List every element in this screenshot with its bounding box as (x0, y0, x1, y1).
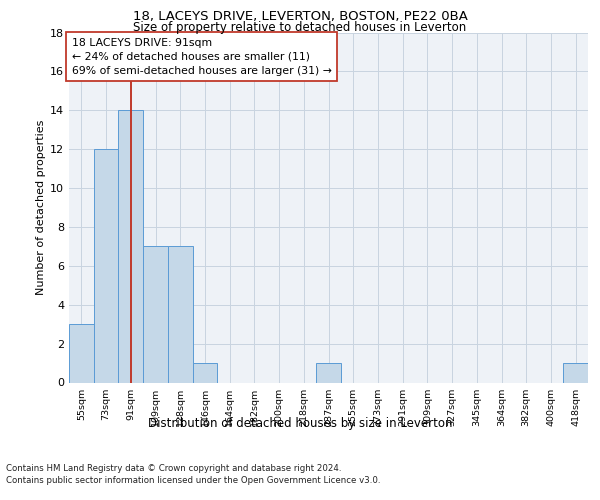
Bar (118, 110, 143, 382)
Text: 18, LACEYS DRIVE, LEVERTON, BOSTON, PE22 0BA: 18, LACEYS DRIVE, LEVERTON, BOSTON, PE22… (133, 10, 467, 23)
Text: Contains HM Land Registry data © Crown copyright and database right 2024.: Contains HM Land Registry data © Crown c… (6, 464, 341, 473)
Text: Size of property relative to detached houses in Leverton: Size of property relative to detached ho… (133, 21, 467, 34)
Bar (563, 363, 588, 382)
Text: 18 LACEYS DRIVE: 91sqm
← 24% of detached houses are smaller (11)
69% of semi-det: 18 LACEYS DRIVE: 91sqm ← 24% of detached… (71, 38, 331, 76)
Bar (193, 363, 217, 382)
Bar (316, 363, 341, 382)
Text: Contains public sector information licensed under the Open Government Licence v3: Contains public sector information licen… (6, 476, 380, 485)
Bar (69, 324, 94, 382)
Bar (168, 246, 193, 382)
Y-axis label: Number of detached properties: Number of detached properties (36, 120, 46, 295)
Bar (94, 149, 118, 382)
Text: Distribution of detached houses by size in Leverton: Distribution of detached houses by size … (148, 418, 452, 430)
Bar (143, 246, 168, 382)
